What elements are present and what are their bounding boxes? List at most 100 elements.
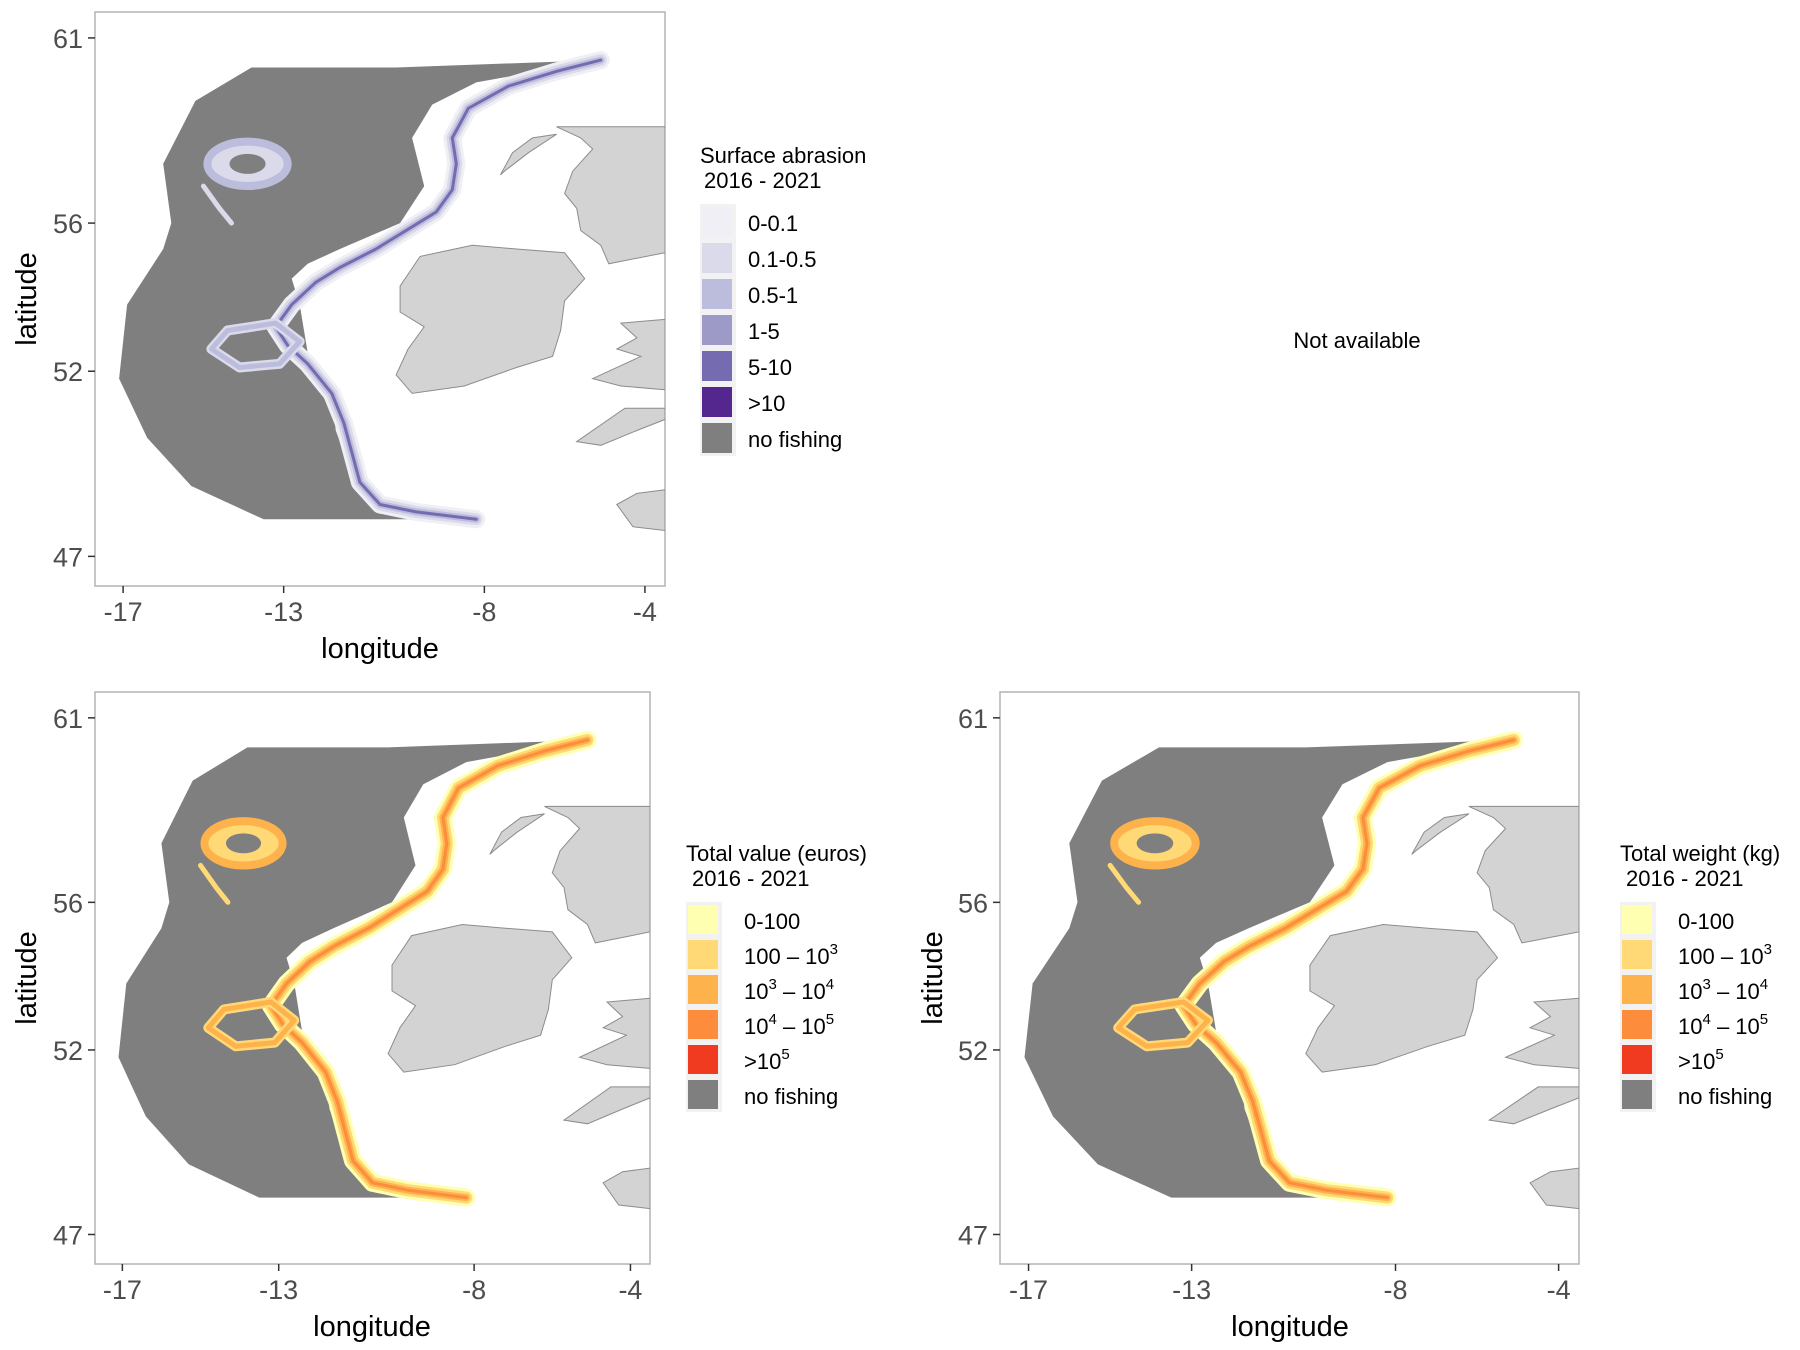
legend-key bbox=[688, 905, 718, 934]
rockall-arm-fishing bbox=[200, 183, 234, 226]
y-tick-label: 56 bbox=[53, 888, 83, 918]
y-axis-title: latitude bbox=[917, 931, 949, 1025]
map-area-abrasion bbox=[119, 51, 665, 532]
y-tick-label: 52 bbox=[53, 357, 83, 387]
rockall-center bbox=[1136, 833, 1174, 854]
legend-label: >105​ bbox=[744, 1046, 790, 1074]
legend-key bbox=[702, 315, 732, 345]
land-brittany bbox=[602, 1167, 650, 1210]
legend-key bbox=[688, 1080, 718, 1109]
land-cornwall bbox=[1487, 1086, 1579, 1125]
land-ireland bbox=[387, 923, 573, 1073]
legend-key bbox=[1622, 1080, 1652, 1109]
legend-label: 103​ – 104​ bbox=[744, 976, 834, 1004]
x-tick-label: -8 bbox=[472, 597, 496, 627]
legend-key bbox=[702, 207, 732, 237]
land-cornwall bbox=[575, 407, 665, 446]
y-tick-label: 61 bbox=[53, 704, 83, 734]
axes-value: -17 -13 -8 -4 61 56 52 47 bbox=[53, 704, 643, 1305]
x-tick-label: -17 bbox=[103, 1275, 142, 1305]
legend-label: 0-100 bbox=[1678, 909, 1734, 934]
map-area-weight bbox=[1024, 731, 1579, 1210]
axes-weight: -17 -13 -8 -4 61 56 52 47 bbox=[958, 704, 1571, 1305]
legend-key bbox=[702, 243, 732, 273]
legend-label: 1-5 bbox=[748, 319, 780, 344]
fishing-intensity-band bbox=[269, 738, 589, 1200]
legend-key bbox=[1622, 905, 1652, 934]
fishing-intensity-band bbox=[1182, 738, 1516, 1200]
legend-label: 100 – 103​ bbox=[1678, 941, 1772, 969]
legend-key bbox=[688, 975, 718, 1004]
land-scotland bbox=[1468, 805, 1579, 944]
land-brittany bbox=[1529, 1167, 1579, 1210]
legend-title: Total weight (kg) bbox=[1620, 841, 1780, 866]
y-tick-label: 61 bbox=[958, 704, 988, 734]
x-tick-label: -8 bbox=[1384, 1275, 1408, 1305]
rockall-arm-fishing bbox=[198, 862, 231, 905]
rockall-center bbox=[225, 833, 262, 854]
land-ireland bbox=[1305, 923, 1499, 1073]
panel-total-weight: -17 -13 -8 -4 61 56 52 47 latitude longitude To… bbox=[917, 691, 1780, 1343]
y-axis-title: latitude bbox=[11, 252, 43, 346]
legend-subtitle: 2016 - 2021 bbox=[692, 866, 809, 891]
legend-label: 5-10 bbox=[748, 355, 792, 380]
legend-key bbox=[1622, 1010, 1652, 1039]
legend-label: no fishing bbox=[1678, 1084, 1772, 1109]
legend-key bbox=[688, 1010, 718, 1039]
x-tick-label: -8 bbox=[462, 1275, 486, 1305]
legend-key bbox=[702, 351, 732, 381]
legend-value: Total value (euros) 2016 - 2021 0-100 100… bbox=[686, 841, 867, 1112]
y-tick-label: 61 bbox=[53, 24, 83, 54]
land-hebrides bbox=[1411, 813, 1470, 855]
land-scotland bbox=[544, 805, 650, 944]
x-tick-label: -17 bbox=[104, 597, 143, 627]
legend-label: 103​ – 104​ bbox=[1678, 976, 1768, 1004]
land-wales bbox=[578, 997, 650, 1069]
legend-keys bbox=[700, 204, 736, 456]
legend-label: 0.1-0.5 bbox=[748, 247, 817, 272]
map-area-value bbox=[118, 731, 650, 1210]
legend-key bbox=[702, 387, 732, 417]
legend-abrasion: Surface abrasion 2016 - 2021 0-0.1 0.1-0… bbox=[700, 143, 866, 456]
panel-surface-abrasion: -17 -13 -8 -4 61 56 52 47 latitude longitude Su… bbox=[11, 11, 866, 665]
x-tick-label: -13 bbox=[264, 597, 303, 627]
legend-key bbox=[688, 940, 718, 969]
porcupine-bank-fishing bbox=[1115, 999, 1211, 1049]
legend-key bbox=[688, 1045, 718, 1074]
legend-title: Total value (euros) bbox=[686, 841, 867, 866]
panel-total-value: -17 -13 -8 -4 61 56 52 47 latitude longitude To… bbox=[11, 691, 867, 1343]
legend-label: 0.5-1 bbox=[748, 283, 798, 308]
x-axis-title: longitude bbox=[321, 633, 439, 665]
legend-label: 104​ – 105​ bbox=[744, 1011, 834, 1039]
legend-subtitle: 2016 - 2021 bbox=[704, 168, 821, 193]
land-hebrides bbox=[489, 813, 545, 855]
legend-labels: 0-100 100 – 103​ 103​ – 104​ 104​ – 105​ >10… bbox=[744, 909, 838, 1109]
land-scotland bbox=[556, 126, 665, 265]
x-tick-label: -17 bbox=[1009, 1275, 1048, 1305]
y-tick-label: 56 bbox=[958, 888, 988, 918]
legend-key bbox=[1622, 940, 1652, 969]
x-tick-label: -13 bbox=[259, 1275, 298, 1305]
legend-label: 104​ – 105​ bbox=[1678, 1011, 1768, 1039]
legend-label: no fishing bbox=[744, 1084, 838, 1109]
y-tick-label: 47 bbox=[958, 1220, 988, 1250]
x-tick-label: -4 bbox=[618, 1275, 642, 1305]
legend-key bbox=[702, 279, 732, 309]
land-wales bbox=[591, 318, 665, 391]
legend-labels: 0-100 100 – 103​ 103​ – 104​ 104​ – 105​ >10… bbox=[1678, 909, 1772, 1109]
legend-label: 0-100 bbox=[744, 909, 800, 934]
legend-key bbox=[1622, 975, 1652, 1004]
land-ireland bbox=[395, 244, 586, 394]
y-tick-label: 52 bbox=[53, 1036, 83, 1066]
legend-subtitle: 2016 - 2021 bbox=[1626, 866, 1743, 891]
legend-weight: Total weight (kg) 2016 - 2021 0-100 100 –… bbox=[1620, 841, 1780, 1112]
y-tick-label: 47 bbox=[53, 542, 83, 572]
axes-abrasion: -17 -13 -8 -4 61 56 52 47 bbox=[53, 24, 657, 627]
land-brittany bbox=[616, 489, 665, 532]
rockall-arm-fishing bbox=[1107, 862, 1142, 905]
legend-label: 100 – 103​ bbox=[744, 941, 838, 969]
porcupine-bank-fishing bbox=[208, 320, 303, 370]
x-tick-label: -4 bbox=[633, 597, 657, 627]
y-tick-label: 56 bbox=[53, 209, 83, 239]
not-available-text: Not available bbox=[1293, 328, 1420, 353]
